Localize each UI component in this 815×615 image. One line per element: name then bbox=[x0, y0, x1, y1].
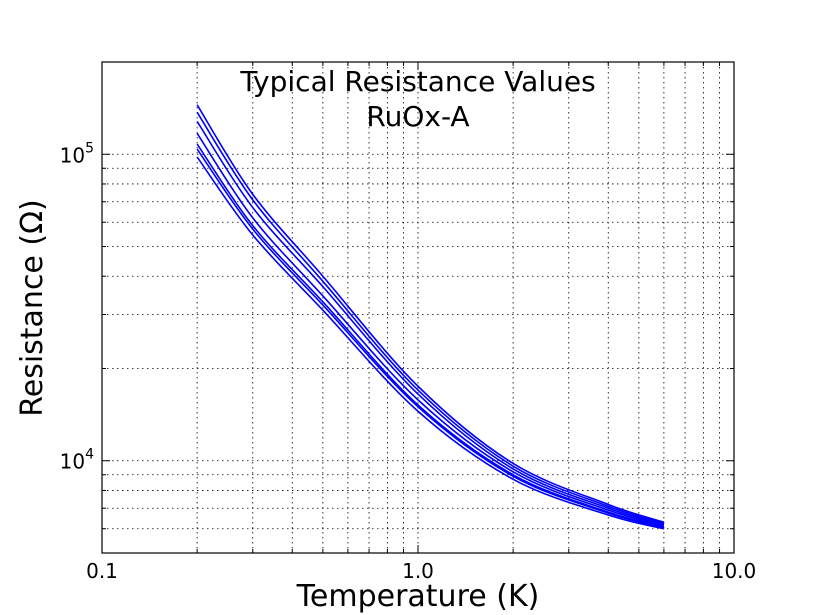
x-tick-label: 0.1 bbox=[86, 559, 118, 583]
series-line-4 bbox=[196, 132, 665, 527]
x-tick-label: 1.0 bbox=[402, 559, 434, 583]
series-line-5 bbox=[196, 143, 665, 528]
chart-title-line-1: Typical Resistance Values bbox=[239, 65, 595, 98]
y-axis-label: Resistance (Ω) bbox=[15, 199, 50, 417]
y-tick-label: 105 bbox=[60, 140, 94, 167]
tick-labels: 0.1 1.0 10.0 104 105 bbox=[60, 140, 757, 583]
grid bbox=[102, 62, 734, 553]
series-group bbox=[196, 104, 665, 530]
series-line-2 bbox=[196, 111, 665, 525]
y-tick-label: 104 bbox=[60, 447, 94, 474]
x-axis-label: Temperature (K) bbox=[296, 579, 540, 614]
series-line-6 bbox=[196, 148, 665, 529]
series-line-3 bbox=[196, 120, 665, 526]
ticks bbox=[101, 61, 734, 554]
x-tick-label: 10.0 bbox=[712, 559, 757, 583]
series-line-1 bbox=[196, 104, 665, 524]
series-line-7 bbox=[196, 156, 665, 530]
chart-title-line-2: RuOx-A bbox=[366, 100, 469, 133]
